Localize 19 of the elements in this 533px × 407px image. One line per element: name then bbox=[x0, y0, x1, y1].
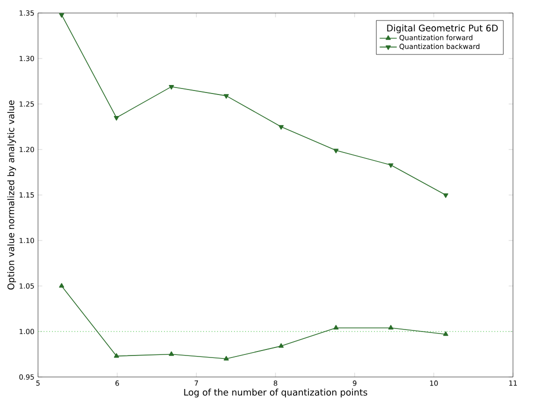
point bbox=[278, 343, 284, 348]
y-axis-title: Option value normalized by analytic value bbox=[7, 100, 16, 290]
point bbox=[333, 148, 339, 154]
x-axis-title: Log of the number of quantization points bbox=[184, 388, 368, 398]
point bbox=[224, 94, 229, 99]
point bbox=[59, 283, 64, 288]
point bbox=[224, 356, 229, 360]
point bbox=[114, 116, 120, 121]
point bbox=[59, 13, 64, 18]
point bbox=[114, 353, 120, 358]
point bbox=[168, 351, 174, 356]
point bbox=[278, 125, 284, 130]
legend-title: Digital Geometric Put 6D bbox=[387, 24, 498, 34]
point bbox=[388, 163, 394, 168]
point bbox=[443, 193, 448, 198]
point bbox=[443, 331, 448, 336]
point bbox=[168, 85, 174, 90]
point bbox=[333, 324, 339, 330]
point bbox=[388, 324, 394, 330]
